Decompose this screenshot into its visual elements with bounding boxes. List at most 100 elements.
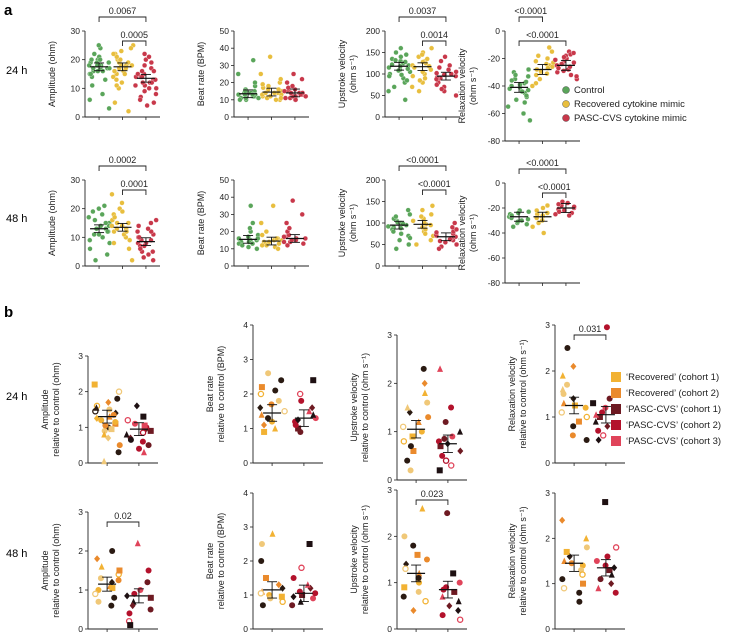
data-point (571, 50, 577, 56)
data-point (398, 231, 404, 237)
chart-a_beat_24: 0 10 20 30 40 50 Beat rate (BPM) (196, 26, 309, 122)
data-point (271, 90, 277, 96)
data-point (254, 246, 260, 252)
data-point (419, 505, 426, 512)
data-point (450, 570, 457, 577)
data-point (276, 86, 282, 93)
y-tick-label: 3 (243, 355, 248, 365)
data-point (119, 208, 125, 215)
p-value-label: <0.0001 (514, 6, 547, 16)
data-point (512, 72, 519, 78)
data-point (453, 92, 459, 99)
y-axis-label-line: relative to control (ohm s⁻¹) (518, 506, 528, 615)
data-point (297, 428, 304, 435)
significance-bracket (573, 334, 607, 340)
significance-bracket (415, 499, 449, 505)
y-axis-label: Upstroke velocityrelative to control (oh… (349, 505, 370, 614)
data-point (255, 235, 261, 242)
data-point (296, 390, 304, 398)
significance-bracket (422, 189, 447, 195)
data-point (97, 575, 104, 582)
data-point (583, 544, 590, 551)
data-point (398, 45, 404, 51)
data-point (541, 230, 547, 236)
data-point (250, 92, 256, 98)
data-point (457, 447, 464, 455)
data-point (88, 71, 94, 77)
data-point (406, 241, 412, 248)
data-point (148, 59, 154, 66)
data-point (595, 436, 602, 444)
data-point (275, 246, 281, 252)
data-point (106, 65, 112, 71)
data-point (133, 402, 140, 410)
data-point (420, 365, 427, 372)
y-axis-label-line: Beat rate (205, 376, 215, 413)
data-point (281, 234, 287, 240)
data-point (284, 242, 291, 248)
data-point (418, 428, 425, 435)
data-point (525, 73, 531, 79)
y-tick-label: -20 (488, 203, 501, 213)
data-point (583, 413, 591, 421)
data-point (279, 598, 286, 606)
data-point (386, 88, 392, 94)
data-point (544, 202, 551, 209)
y-tick-label: 50 (371, 240, 381, 250)
data-point (612, 589, 619, 596)
data-point (258, 384, 265, 391)
y-tick-label: 0 (75, 112, 80, 122)
data-point (290, 575, 297, 581)
data-point (257, 390, 265, 398)
data-point (93, 404, 100, 411)
data-point (604, 553, 611, 560)
y-tick-label: 10 (71, 83, 81, 93)
p-value-label: 0.0002 (109, 155, 137, 165)
data-point (385, 223, 391, 229)
data-point (416, 88, 422, 94)
data-point (111, 68, 118, 74)
p-value-label: <0.0001 (418, 179, 451, 189)
y-axis-label-line: relative to control (ohm) (51, 523, 61, 618)
data-point (281, 88, 288, 94)
chart-b_amp_24: 0 1 2 3 Amplituderelative to control (ohm) (40, 351, 158, 468)
data-point (114, 82, 120, 89)
legend-b-label-recovered-c1: ‘Recovered’ (cohort 1) (626, 372, 719, 383)
data-point (527, 117, 533, 123)
chart-a_up_24: 0 50 100 150 200 Upstroke velocity(ohm s⁻¹) 0.… (337, 6, 460, 122)
p-value-label: 0.0014 (420, 30, 448, 40)
y-axis-label: Beat raterelative to control (BPM) (205, 346, 226, 443)
data-point (405, 207, 411, 213)
data-point (599, 432, 607, 439)
data-point (552, 211, 559, 217)
data-point (86, 214, 92, 220)
data-point (99, 91, 106, 97)
data-point (559, 199, 565, 205)
data-point (148, 220, 154, 226)
data-point (109, 191, 115, 197)
data-point (438, 58, 444, 64)
data-point (546, 44, 552, 51)
y-tick-label: 150 (366, 48, 380, 58)
data-point (446, 67, 452, 73)
data-point (590, 400, 597, 407)
y-tick-label: 0 (545, 458, 550, 468)
data-point (106, 59, 112, 66)
data-point (606, 567, 613, 574)
data-point (289, 602, 296, 609)
data-point (126, 610, 133, 617)
data-point (127, 622, 134, 629)
data-point (407, 443, 414, 450)
data-point (101, 203, 107, 209)
y-tick-label: 2 (78, 546, 83, 556)
y-axis-label-line: Amplitude (ohm) (47, 41, 57, 107)
data-point (87, 246, 93, 252)
data-point (108, 602, 115, 609)
data-point (106, 406, 113, 413)
data-point (114, 54, 120, 60)
data-point (142, 51, 148, 57)
data-point (144, 102, 150, 109)
data-point (565, 200, 571, 206)
data-point (260, 81, 266, 87)
y-axis-label: Upstroke velocityrelative to control (oh… (349, 353, 370, 462)
